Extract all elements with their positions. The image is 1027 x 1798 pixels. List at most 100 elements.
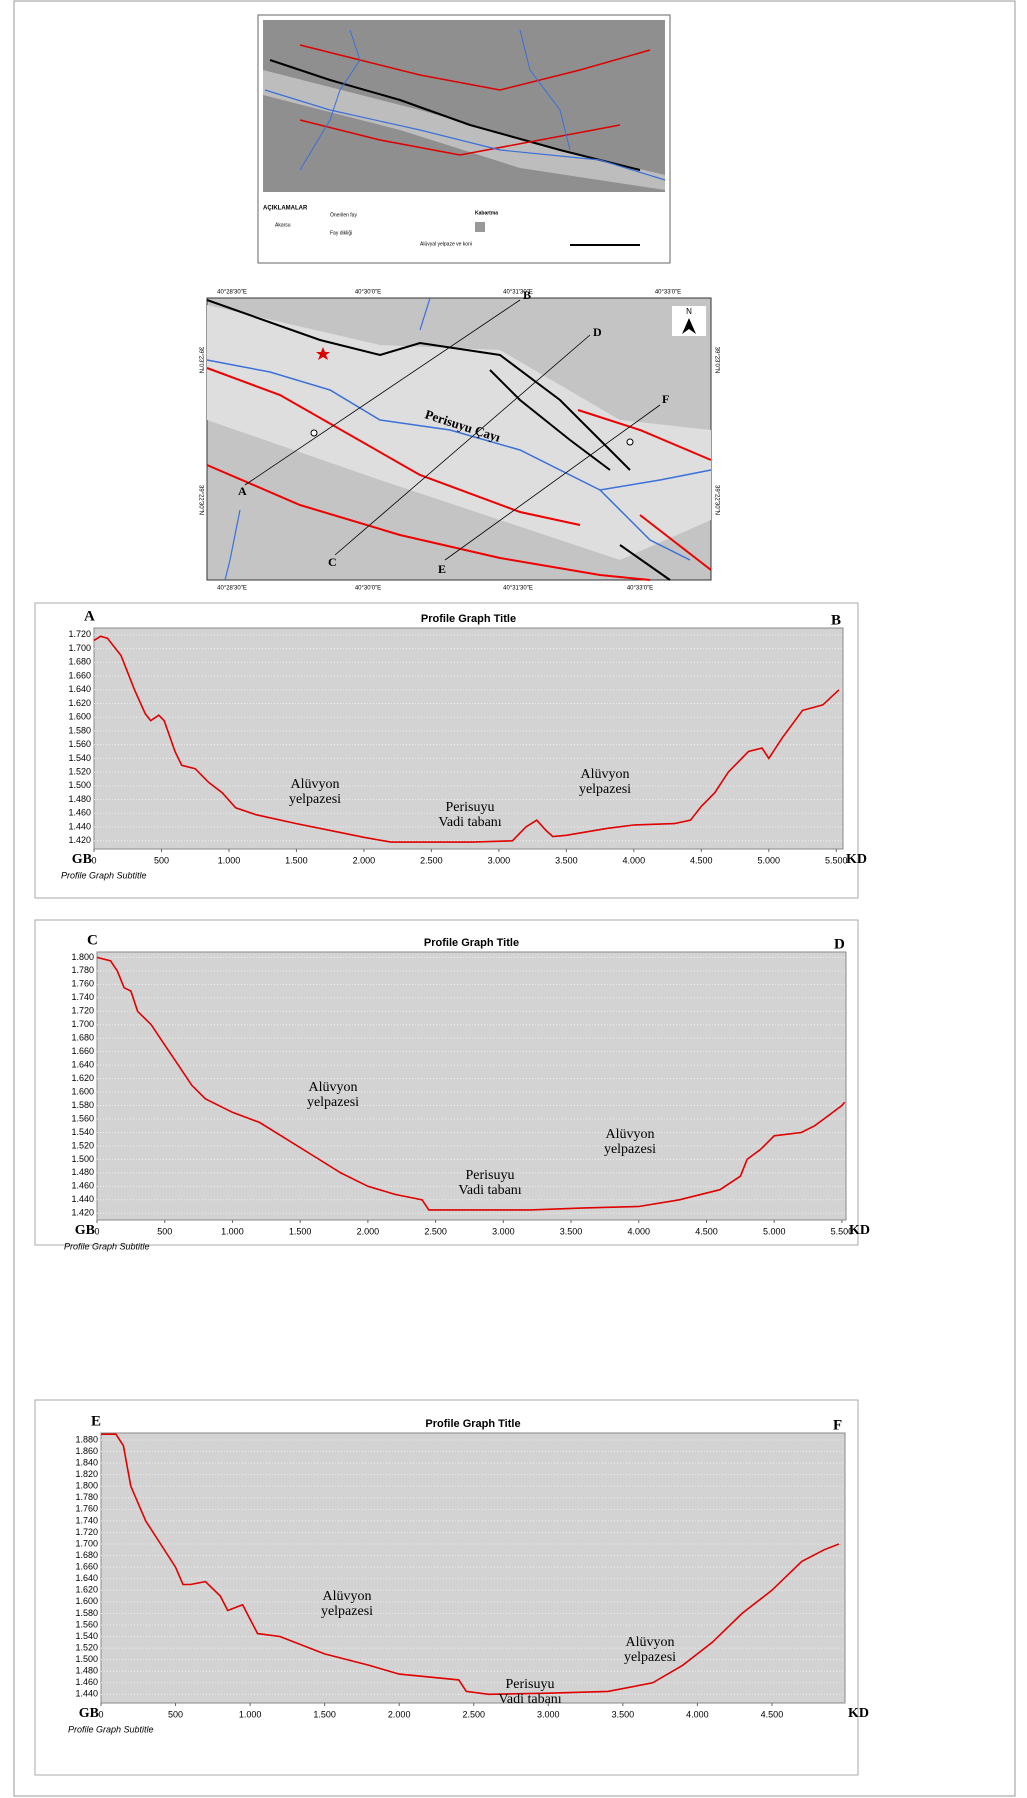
y-tick-label: 1.700 bbox=[75, 1538, 98, 1548]
y-tick-label: 1.580 bbox=[68, 725, 91, 735]
lon-label: 40°33'0"E bbox=[655, 290, 681, 296]
right-label: KD bbox=[848, 1706, 869, 1721]
annotation: Alüvyon bbox=[581, 767, 630, 782]
right-label: KD bbox=[849, 1223, 870, 1238]
overview-map: AÇIKLAMALAR Akarsu Önerilen fay Fay dikl… bbox=[258, 15, 670, 263]
legend-item: Önerilen fay bbox=[330, 211, 357, 218]
x-tick-label: 500 bbox=[168, 1709, 183, 1719]
x-tick-label: 2.000 bbox=[357, 1226, 380, 1236]
y-tick-label: 1.520 bbox=[71, 1140, 94, 1150]
y-tick-label: 1.600 bbox=[71, 1086, 94, 1096]
legend-title: AÇIKLAMALAR bbox=[263, 206, 308, 212]
profile-letter: F bbox=[662, 392, 669, 406]
y-tick-label: 1.500 bbox=[68, 780, 91, 790]
profile-letter: D bbox=[593, 325, 602, 339]
lon-label: 40°33'0"E bbox=[627, 586, 653, 592]
x-tick-label: 1.000 bbox=[239, 1709, 262, 1719]
annotation: Vadi tabanı bbox=[438, 815, 501, 830]
y-tick-label: 1.640 bbox=[75, 1573, 98, 1583]
y-tick-label: 1.760 bbox=[71, 979, 94, 989]
legend-item: Fay dikliği bbox=[330, 230, 352, 236]
y-tick-label: 1.660 bbox=[68, 670, 91, 680]
y-tick-label: 1.780 bbox=[75, 1492, 98, 1502]
y-tick-label: 1.680 bbox=[68, 657, 91, 667]
y-tick-label: 1.540 bbox=[68, 753, 91, 763]
x-tick-label: 3.000 bbox=[537, 1709, 560, 1719]
annotation: Alüvyon bbox=[309, 1080, 358, 1095]
y-tick-label: 1.560 bbox=[68, 739, 91, 749]
x-tick-label: 500 bbox=[154, 855, 169, 865]
y-tick-label: 1.820 bbox=[75, 1469, 98, 1479]
lat-label: 39°22'30"N bbox=[197, 485, 203, 515]
y-tick-label: 1.520 bbox=[68, 767, 91, 777]
lon-label: 40°31'30"E bbox=[503, 586, 533, 592]
x-tick-label: 0 bbox=[98, 1709, 103, 1719]
annotation: Alüvyon bbox=[606, 1127, 655, 1142]
chart-subtitle: Profile Graph Subtitle bbox=[68, 1724, 154, 1734]
annotation: yelpazesi bbox=[579, 782, 631, 797]
y-tick-label: 1.740 bbox=[71, 992, 94, 1002]
x-tick-label: 2.000 bbox=[388, 1709, 411, 1719]
x-tick-label: 2.500 bbox=[420, 855, 443, 865]
y-tick-label: 1.440 bbox=[75, 1689, 98, 1699]
relief-swatch bbox=[475, 222, 485, 232]
chart-title: Profile Graph Title bbox=[424, 937, 519, 949]
legend-item: Akarsu bbox=[275, 222, 291, 228]
y-tick-label: 1.500 bbox=[75, 1654, 98, 1664]
annotation: Alüvyon bbox=[626, 1635, 675, 1650]
right-label: KD bbox=[846, 852, 867, 867]
y-tick-label: 1.840 bbox=[75, 1457, 98, 1467]
y-tick-label: 1.800 bbox=[71, 952, 94, 962]
x-tick-label: 0 bbox=[91, 855, 96, 865]
y-tick-label: 1.640 bbox=[71, 1060, 94, 1070]
y-tick-label: 1.440 bbox=[71, 1194, 94, 1204]
x-tick-label: 1.000 bbox=[221, 1226, 244, 1236]
y-tick-label: 1.760 bbox=[75, 1504, 98, 1514]
annotation: yelpazesi bbox=[289, 792, 341, 807]
y-tick-label: 1.720 bbox=[71, 1006, 94, 1016]
y-tick-label: 1.480 bbox=[75, 1666, 98, 1676]
y-tick-label: 1.520 bbox=[75, 1642, 98, 1652]
annotation: yelpazesi bbox=[321, 1604, 373, 1619]
x-tick-label: 1.500 bbox=[289, 1226, 312, 1236]
y-tick-label: 1.700 bbox=[68, 643, 91, 653]
point-marker bbox=[627, 439, 633, 445]
y-tick-label: 1.500 bbox=[71, 1154, 94, 1164]
y-tick-label: 1.420 bbox=[71, 1208, 94, 1218]
left-label: GB bbox=[75, 1223, 95, 1238]
x-tick-label: 3.000 bbox=[492, 1226, 515, 1236]
x-tick-label: 2.500 bbox=[424, 1226, 447, 1236]
x-tick-label: 4.000 bbox=[628, 1226, 651, 1236]
y-tick-label: 1.480 bbox=[71, 1167, 94, 1177]
start-label: C bbox=[87, 932, 98, 948]
lon-label: 40°30'0"E bbox=[355, 290, 381, 296]
x-tick-label: 0 bbox=[94, 1226, 99, 1236]
annotation: Vadi tabanı bbox=[458, 1183, 521, 1198]
annotation: yelpazesi bbox=[604, 1142, 656, 1157]
end-label: B bbox=[831, 612, 841, 628]
x-tick-label: 2.500 bbox=[462, 1709, 485, 1719]
lon-label: 40°28'30"E bbox=[217, 586, 247, 592]
left-label: GB bbox=[72, 852, 92, 867]
lon-label: 40°28'30"E bbox=[217, 290, 247, 296]
chart-title: Profile Graph Title bbox=[425, 1418, 520, 1430]
chart-subtitle: Profile Graph Subtitle bbox=[61, 870, 147, 880]
x-tick-label: 500 bbox=[157, 1226, 172, 1236]
x-tick-label: 4.500 bbox=[761, 1709, 784, 1719]
x-tick-label: 4.000 bbox=[623, 855, 646, 865]
y-tick-label: 1.580 bbox=[71, 1100, 94, 1110]
y-tick-label: 1.480 bbox=[68, 794, 91, 804]
x-tick-label: 3.500 bbox=[612, 1709, 635, 1719]
y-tick-label: 1.560 bbox=[75, 1619, 98, 1629]
y-tick-label: 1.580 bbox=[75, 1608, 98, 1618]
start-label: E bbox=[91, 1413, 101, 1429]
y-tick-label: 1.640 bbox=[68, 684, 91, 694]
annotation: Perisuyu bbox=[466, 1168, 515, 1183]
lat-label: 39°22'30"N bbox=[713, 485, 719, 515]
y-tick-label: 1.420 bbox=[68, 835, 91, 845]
y-tick-label: 1.540 bbox=[75, 1631, 98, 1641]
profile-letter: C bbox=[328, 555, 337, 569]
y-tick-label: 1.800 bbox=[75, 1481, 98, 1491]
x-tick-label: 5.000 bbox=[763, 1226, 786, 1236]
y-tick-label: 1.600 bbox=[68, 712, 91, 722]
